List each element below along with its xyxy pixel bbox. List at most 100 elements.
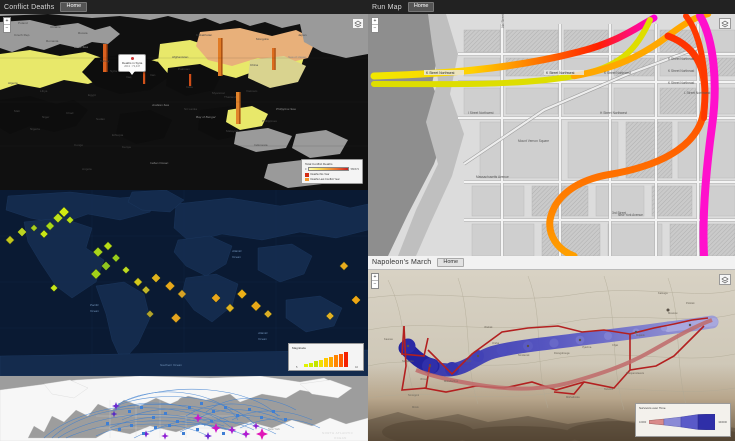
napoleon-legend: Survivors over Time 10000 340000 — [635, 403, 731, 437]
conflict-layers-button[interactable] — [352, 18, 364, 29]
napoleon-zoom-controls[interactable]: + − — [371, 273, 379, 289]
svg-text:Atlantic: Atlantic — [257, 331, 268, 335]
svg-text:Massachusetts Avenue: Massachusetts Avenue — [476, 175, 509, 179]
svg-text:Sri Lanka: Sri Lanka — [184, 107, 197, 111]
svg-text:Pakistan: Pakistan — [178, 67, 190, 71]
svg-text:Congo: Congo — [74, 143, 83, 147]
earthquake-legend-max: 10 — [355, 366, 358, 369]
conflict-legend-min: 0 — [305, 167, 307, 171]
conflict-legend-max: 580372 — [350, 167, 359, 171]
conflict-panel-header: Conflict Deaths Home — [0, 0, 368, 14]
svg-text:Turkey: Turkey — [100, 59, 110, 63]
svg-text:Ocean: Ocean — [258, 337, 267, 341]
svg-text:Mikhailovka: Mikhailovka — [566, 395, 580, 399]
zoom-in-button[interactable]: + — [372, 18, 378, 25]
svg-text:Mali: Mali — [14, 109, 20, 113]
svg-text:K Street Northwest: K Street Northwest — [546, 71, 575, 75]
svg-text:Chad: Chad — [66, 111, 74, 115]
conflict-panel-title: Conflict Deaths — [4, 3, 55, 11]
napoleon-retreat-route-thick — [415, 318, 713, 391]
svg-text:Orsha: Orsha — [492, 341, 500, 345]
flights-label-newyork: New York — [268, 427, 280, 431]
legend-item-label: Deaths Last Conflict Year — [310, 177, 340, 181]
napoleon-city-labels: Kaunas Vilnius Smorgoni Molodechno Minsk… — [384, 291, 695, 409]
svg-text:Kenya: Kenya — [122, 145, 131, 149]
conflict-legend-title: Total Conflict Deaths — [305, 161, 333, 166]
runmap-street-labels: K Street Northwest K Street Northwest K … — [424, 14, 710, 217]
svg-text:Smorgoni: Smorgoni — [408, 393, 420, 397]
svg-text:Philippine Sea: Philippine Sea — [276, 107, 296, 111]
svg-text:Sudan: Sudan — [96, 117, 105, 121]
runmap-map-body[interactable]: K Street Northwest K Street Northwest K … — [368, 14, 735, 256]
svg-text:Angola: Angola — [82, 167, 92, 171]
svg-text:Arabian Sea: Arabian Sea — [151, 103, 169, 107]
zoom-in-button[interactable]: + — [372, 274, 378, 281]
svg-text:Sea of Japan: Sea of Japan — [288, 55, 307, 59]
svg-text:Smolensk: Smolensk — [518, 353, 530, 357]
runmap-zoom-controls[interactable]: + − — [371, 17, 379, 33]
earthquake-legend-title: Magnitude — [292, 346, 307, 350]
svg-text:L Street Northwest: L Street Northwest — [684, 91, 710, 95]
svg-text:Mojaisk: Mojaisk — [636, 333, 645, 337]
earthquake-map-body[interactable]: Pacific Ocean Atlantic Ocean Atlantic Oc… — [0, 190, 368, 376]
conflict-tooltip: Deaths in Syria 2013 : 73,447 — [118, 54, 147, 75]
runmap-panel-title: Run Map — [372, 3, 402, 11]
runmap-street-map[interactable]: K Street Northwest K Street Northwest K … — [368, 14, 735, 256]
conflict-legend-gradient — [308, 167, 349, 171]
svg-text:Vietnam: Vietnam — [246, 89, 258, 93]
svg-text:Dorogobouge: Dorogobouge — [554, 351, 570, 355]
conflict-map-body[interactable]: Poland Ukraine Czech Rep. Romania Russia… — [0, 14, 368, 190]
svg-text:Southern Ocean: Southern Ocean — [160, 363, 182, 367]
zoom-out-button[interactable]: − — [373, 281, 377, 287]
napoleon-home-button[interactable]: Home — [437, 257, 465, 268]
napoleon-map-body[interactable]: Kaunas Vilnius Smorgoni Molodechno Minsk… — [368, 270, 735, 441]
svg-text:Afghanistan: Afghanistan — [172, 55, 189, 59]
conflict-country-labels: Poland Ukraine Czech Rep. Romania Russia… — [8, 21, 322, 173]
svg-text:Poland: Poland — [18, 21, 28, 25]
run-route-path — [370, 14, 719, 256]
napoleon-panel-title: Napoleon's March — [372, 259, 432, 266]
runmap-layers-button[interactable] — [719, 18, 731, 29]
napoleon-legend-title: Survivors over Time — [639, 406, 666, 410]
zoom-out-button[interactable]: − — [5, 25, 9, 31]
zoom-in-button[interactable]: + — [4, 18, 10, 25]
earthquake-markers — [5, 206, 361, 324]
svg-text:Mount Vernon Square: Mount Vernon Square — [518, 139, 549, 143]
svg-text:Chjat: Chjat — [612, 343, 618, 347]
svg-text:Tarutino: Tarutino — [604, 387, 614, 391]
runmap-home-button[interactable]: Home — [407, 2, 435, 12]
flights-map[interactable]: Canada Toronto New York NORTH ATLANTIC O… — [0, 376, 368, 441]
svg-text:Moscow: Moscow — [668, 311, 678, 315]
svg-text:Kalouga: Kalouga — [658, 291, 668, 295]
flights-label-canada: Canada — [248, 401, 258, 405]
svg-text:Atlantic: Atlantic — [231, 249, 242, 253]
svg-text:Vilnius: Vilnius — [420, 377, 428, 381]
flight-arcs — [43, 388, 321, 439]
svg-text:Algeria: Algeria — [8, 81, 18, 85]
svg-text:Romania: Romania — [46, 39, 59, 43]
svg-text:Indonesia: Indonesia — [254, 143, 268, 147]
svg-text:Malaysia: Malaysia — [226, 129, 238, 133]
svg-text:Kazakhstan: Kazakhstan — [196, 33, 212, 37]
svg-text:9th Street: 9th Street — [501, 14, 505, 28]
napoleon-layers-button[interactable] — [719, 274, 731, 285]
flights-label-ocean-1: NORTH ATLANTIC — [322, 431, 354, 435]
svg-text:China: China — [250, 63, 258, 67]
tooltip-marker-icon — [130, 57, 134, 60]
conflict-home-button[interactable]: Home — [60, 2, 88, 12]
svg-text:Philippines: Philippines — [262, 119, 277, 123]
conflict-world-map[interactable]: Poland Ukraine Czech Rep. Romania Russia… — [0, 14, 368, 190]
flights-label-ocean-2: OCEAN — [334, 436, 347, 440]
conflict-legend-item[interactable]: Deaths Last Conflict Year — [305, 177, 359, 181]
tooltip-title: Deaths in Syria — [122, 61, 143, 65]
tooltip-value: 2013 : 73,447 — [124, 65, 141, 68]
flights-map-body[interactable]: Canada Toronto New York NORTH ATLANTIC O… — [0, 376, 368, 441]
svg-text:Black Sea: Black Sea — [74, 45, 88, 49]
conflict-zoom-controls[interactable]: + − — [3, 17, 11, 33]
conflict-legend-item[interactable]: Deaths this Year — [305, 173, 359, 177]
svg-text:Ocean: Ocean — [90, 309, 99, 313]
panel-run-map: Run Map Home — [368, 0, 735, 256]
svg-text:Minsk: Minsk — [412, 405, 419, 409]
zoom-out-button[interactable]: − — [373, 25, 377, 31]
